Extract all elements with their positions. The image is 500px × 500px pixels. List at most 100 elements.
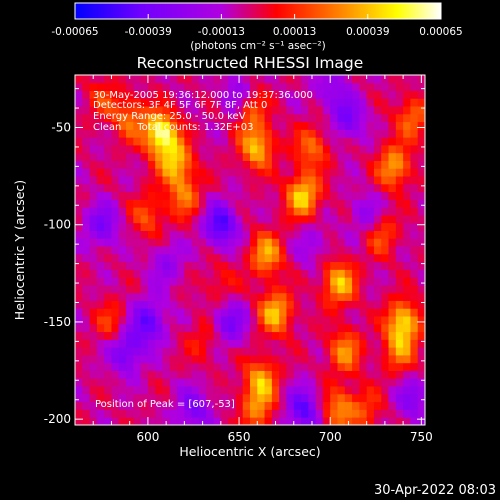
heatmap-cell (147, 285, 156, 294)
heatmap-cell (126, 176, 134, 185)
heatmap-cell (89, 152, 98, 161)
heatmap-cell (89, 362, 98, 371)
heatmap-cell (359, 300, 368, 309)
heatmap-cell (322, 113, 331, 123)
heatmap-cell (395, 261, 404, 270)
heatmap-cell (169, 168, 178, 177)
heatmap-cell (257, 292, 265, 301)
heatmap-cell (301, 90, 309, 99)
heatmap-cell (177, 370, 185, 379)
heatmap-cell (315, 90, 324, 99)
heatmap-cell (330, 82, 338, 91)
heatmap-cell (366, 246, 375, 255)
heatmap-cell (410, 417, 419, 426)
heatmap-cell (162, 129, 171, 138)
heatmap-cell (242, 121, 251, 130)
heatmap-cell (301, 409, 309, 418)
heatmap-cell (206, 222, 214, 231)
heatmap-cell (169, 183, 178, 193)
heatmap-cell (96, 378, 105, 387)
heatmap-cell (133, 308, 142, 317)
heatmap-cell (264, 121, 273, 130)
heatmap-cell (177, 160, 185, 169)
heatmap-cell (250, 401, 258, 410)
heatmap-cell (293, 370, 302, 379)
heatmap-cell (337, 129, 346, 138)
heatmap-cell (352, 176, 360, 185)
heatmap-cell (118, 417, 127, 426)
heatmap-cell (308, 129, 317, 138)
heatmap-cell (104, 238, 112, 247)
heatmap-cell (147, 75, 156, 84)
heatmap-cell (104, 308, 112, 317)
heatmap-cell (96, 253, 105, 263)
heatmap-cell (395, 246, 404, 255)
heatmap-cell (228, 409, 236, 418)
heatmap-cell (75, 222, 83, 231)
heatmap-cell (177, 176, 185, 185)
heatmap-cell (213, 145, 222, 154)
heatmap-cell (301, 277, 309, 286)
heatmap-cell (184, 269, 193, 278)
heatmap-cell (235, 191, 244, 200)
heatmap-cell (337, 145, 346, 154)
heatmap-cell (395, 90, 404, 99)
heatmap-cell (301, 269, 309, 278)
heatmap-cell (417, 401, 426, 410)
heatmap-cell (322, 246, 331, 255)
heatmap-cell (403, 145, 411, 154)
heatmap-cell (126, 246, 134, 255)
heatmap-cell (184, 253, 193, 263)
heatmap-cell (169, 393, 178, 403)
heatmap-cell (373, 417, 382, 426)
heatmap-cell (75, 347, 83, 356)
heatmap-cell (403, 113, 411, 123)
heatmap-cell (315, 121, 324, 130)
heatmap-cell (89, 160, 98, 169)
heatmap-cell (388, 323, 397, 333)
heatmap-cell (403, 191, 411, 200)
heatmap-cell (410, 160, 419, 169)
heatmap-cell (395, 316, 404, 325)
heatmap-cell (220, 339, 229, 348)
heatmap-cell (89, 269, 98, 278)
heatmap-cell (330, 417, 338, 426)
heatmap-cell (301, 370, 309, 379)
heatmap-cell (169, 129, 178, 138)
heatmap-cell (75, 82, 83, 91)
heatmap-cell (155, 199, 163, 208)
heatmap-cell (177, 238, 185, 247)
heatmap-cell (169, 222, 178, 231)
heatmap-cell (250, 121, 258, 130)
heatmap-cell (82, 269, 90, 278)
heatmap-cell (359, 90, 368, 99)
heatmap-cell (315, 401, 324, 410)
heatmap-cell (89, 129, 98, 138)
heatmap-cell (366, 75, 375, 84)
heatmap-cell (366, 277, 375, 286)
heatmap-cell (344, 347, 353, 356)
heatmap-cell (271, 183, 280, 193)
heatmap-cell (417, 331, 426, 340)
heatmap-cell (330, 137, 338, 146)
heatmap-cell (75, 417, 83, 426)
heatmap-cell (177, 362, 185, 371)
heatmap-cell (206, 75, 214, 84)
heatmap-cell (359, 246, 368, 255)
heatmap-cell (140, 300, 149, 309)
heatmap-cell (366, 145, 375, 154)
heatmap-cell (322, 191, 331, 200)
heatmap-cell (257, 393, 265, 403)
heatmap-cell (373, 393, 382, 403)
heatmap-cell (75, 183, 83, 193)
heatmap-cell (111, 261, 120, 270)
heatmap-cell (169, 269, 178, 278)
heatmap-cell (322, 362, 331, 371)
heatmap-cell (286, 339, 295, 348)
heatmap-cell (373, 129, 382, 138)
heatmap-cell (126, 238, 134, 247)
heatmap-cell (359, 215, 368, 224)
heatmap-cell (75, 129, 83, 138)
heatmap-cell (279, 339, 287, 348)
heatmap-cell (293, 152, 302, 161)
